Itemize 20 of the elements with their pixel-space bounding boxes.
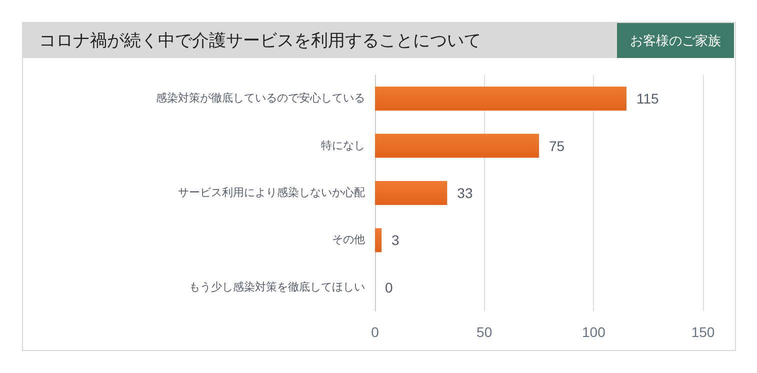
y-tick-label: 感染対策が徹底しているので安心している — [156, 92, 365, 105]
data-label: 115 — [636, 90, 659, 107]
chart-title: コロナ禍が続く中で介護サービスを利用することについて — [39, 30, 481, 52]
bar — [375, 134, 539, 158]
bar — [375, 86, 626, 111]
y-tick-label: サービス利用により感染しないか心配 — [178, 186, 365, 199]
bar — [375, 181, 448, 205]
bar — [375, 228, 382, 252]
x-tick-label: 150 — [691, 324, 715, 340]
x-tick-label: 100 — [582, 324, 606, 340]
x-tick-label: 50 — [476, 324, 492, 340]
x-tick-label: 0 — [371, 324, 380, 340]
data-label: 75 — [549, 138, 565, 154]
data-label: 33 — [457, 185, 473, 201]
y-tick-label: その他 — [332, 234, 365, 246]
y-tick-label: もう少し感染対策を徹底してほしい — [189, 280, 365, 294]
data-label: 0 — [385, 279, 393, 296]
chart-subtitle: お客様のご家族 — [630, 32, 721, 50]
data-label: 3 — [392, 232, 400, 248]
y-tick-label: 特になし — [321, 140, 365, 152]
